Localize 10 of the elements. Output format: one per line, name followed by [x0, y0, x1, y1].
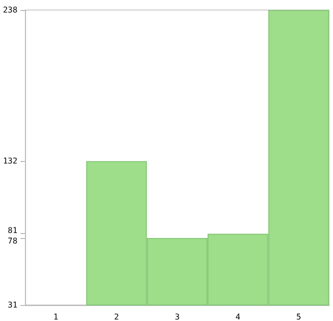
y-tick-label: 238: [2, 6, 18, 14]
x-tick-label: 1: [53, 312, 58, 321]
y-tick-label: 78: [8, 236, 18, 246]
y-tick-label: 81: [8, 226, 18, 236]
x-tick-label: 3: [174, 312, 180, 321]
x-tick-label: 2: [114, 312, 120, 321]
y-tick-label: 31: [8, 300, 18, 310]
y-tick-label: 132: [2, 156, 18, 166]
x-tick-label: 4: [236, 312, 241, 321]
x-tick-label: 5: [296, 312, 302, 321]
